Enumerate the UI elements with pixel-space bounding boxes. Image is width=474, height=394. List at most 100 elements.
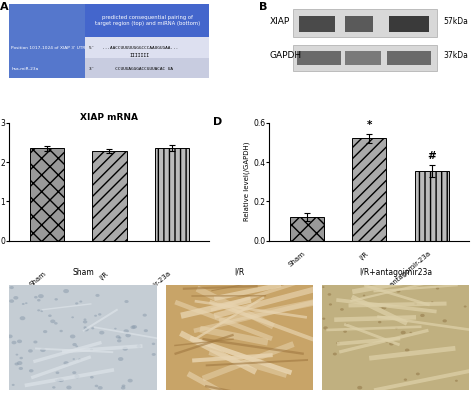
Circle shape	[63, 289, 69, 293]
Circle shape	[38, 294, 44, 298]
Circle shape	[40, 310, 43, 312]
Text: 57kDa: 57kDa	[443, 17, 468, 26]
Circle shape	[122, 347, 128, 351]
Circle shape	[34, 296, 37, 299]
Text: hsa-miR-23a: hsa-miR-23a	[11, 67, 39, 71]
Circle shape	[95, 385, 98, 387]
Text: Sham: Sham	[28, 270, 47, 288]
Circle shape	[328, 293, 331, 296]
Circle shape	[48, 314, 52, 317]
Circle shape	[152, 353, 156, 356]
Circle shape	[130, 325, 136, 329]
Circle shape	[78, 359, 81, 360]
Bar	[30, 148, 64, 241]
Circle shape	[117, 339, 121, 342]
Text: I/R+antagoimir23a: I/R+antagoimir23a	[359, 268, 432, 277]
Circle shape	[114, 328, 117, 329]
Text: I/R+antagomir-23a: I/R+antagomir-23a	[118, 270, 172, 317]
Circle shape	[98, 313, 101, 316]
Circle shape	[12, 384, 15, 386]
Circle shape	[37, 299, 41, 301]
Bar	[293, 45, 438, 71]
Circle shape	[71, 316, 74, 318]
Circle shape	[443, 319, 447, 322]
Bar	[9, 4, 85, 78]
Circle shape	[59, 330, 63, 332]
Circle shape	[382, 306, 386, 309]
Text: Sham: Sham	[73, 268, 94, 277]
Bar	[155, 148, 189, 241]
Circle shape	[8, 335, 13, 338]
Circle shape	[9, 299, 14, 303]
Bar	[415, 171, 449, 241]
Circle shape	[73, 358, 75, 360]
Circle shape	[420, 314, 425, 317]
Text: XIAP: XIAP	[269, 17, 290, 26]
Circle shape	[19, 316, 26, 320]
Circle shape	[118, 357, 123, 361]
Circle shape	[52, 386, 55, 388]
Circle shape	[40, 348, 46, 352]
Circle shape	[455, 380, 458, 382]
Circle shape	[29, 369, 34, 372]
Bar	[387, 52, 431, 65]
Circle shape	[357, 386, 362, 389]
Circle shape	[83, 326, 87, 329]
Circle shape	[64, 361, 69, 365]
Bar	[92, 151, 127, 241]
Circle shape	[436, 287, 439, 290]
Bar	[293, 9, 438, 37]
Circle shape	[15, 362, 19, 366]
Circle shape	[66, 386, 72, 389]
Circle shape	[414, 303, 417, 305]
Circle shape	[70, 335, 75, 338]
Text: 5'   ...AACCUUUUUGGGCCCAAUGUGAA...: 5' ...AACCUUUUUGGGCCCAAUGUGAA...	[90, 46, 179, 50]
Circle shape	[345, 323, 347, 325]
Circle shape	[125, 333, 131, 337]
Text: 37kDa: 37kDa	[443, 52, 468, 60]
Circle shape	[404, 378, 407, 381]
Circle shape	[143, 314, 147, 317]
Circle shape	[144, 329, 148, 332]
Circle shape	[90, 349, 93, 351]
Bar	[290, 217, 324, 241]
Text: B: B	[259, 2, 268, 13]
Bar	[85, 4, 210, 37]
Circle shape	[333, 353, 337, 355]
Circle shape	[410, 332, 412, 334]
Circle shape	[378, 321, 382, 323]
Circle shape	[17, 340, 22, 343]
Text: A: A	[0, 2, 8, 13]
Circle shape	[336, 342, 340, 344]
Bar	[85, 58, 210, 78]
Bar	[346, 52, 381, 65]
Circle shape	[124, 300, 128, 303]
Circle shape	[83, 327, 89, 331]
Circle shape	[16, 354, 18, 356]
Bar	[297, 52, 341, 65]
Circle shape	[121, 386, 126, 390]
Circle shape	[73, 343, 77, 346]
Circle shape	[118, 337, 121, 339]
Text: predicted consequential pairing of
target region (top) and miRNA (bottom): predicted consequential pairing of targe…	[95, 15, 200, 26]
Circle shape	[128, 379, 133, 383]
Circle shape	[416, 373, 420, 375]
Circle shape	[322, 318, 325, 320]
Circle shape	[79, 301, 82, 303]
Circle shape	[83, 318, 86, 320]
Text: 3'        CCUUUAGGGACCGUUACAC UA: 3' CCUUUAGGGACCGUUACAC UA	[90, 67, 173, 71]
Circle shape	[54, 322, 58, 325]
Circle shape	[99, 331, 104, 335]
Text: I/R: I/R	[99, 270, 109, 281]
Circle shape	[50, 320, 55, 323]
Circle shape	[464, 305, 466, 308]
Text: D: D	[213, 117, 223, 127]
Circle shape	[396, 290, 401, 293]
Text: Sham: Sham	[288, 250, 307, 268]
Circle shape	[33, 340, 37, 344]
Circle shape	[123, 329, 129, 333]
Circle shape	[401, 331, 406, 335]
Circle shape	[343, 330, 347, 333]
Circle shape	[59, 378, 64, 382]
Circle shape	[75, 346, 78, 348]
